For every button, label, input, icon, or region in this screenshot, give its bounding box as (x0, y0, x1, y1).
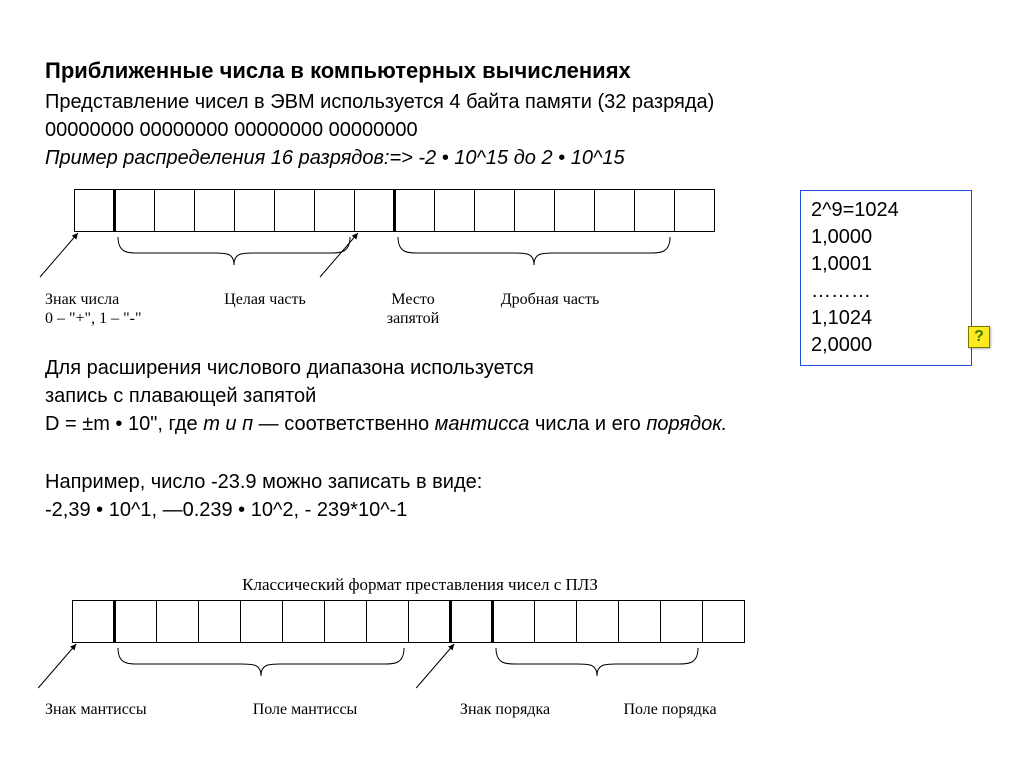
label-sign-number: Знак числа 0 – "+", 1 – "-" (45, 290, 205, 328)
label-point-l1: Место (391, 291, 434, 308)
bit-cell (555, 190, 595, 232)
label-mantissa-field: Поле мантиссы (220, 700, 390, 719)
sidebox-line: 1,1024 (811, 305, 961, 332)
sidebox-line: 1,0000 (811, 224, 961, 251)
label-exponent-field: Поле порядка (595, 700, 745, 719)
bit-cell (577, 601, 619, 643)
register-1 (74, 189, 715, 232)
label-point-l2: запятой (387, 310, 439, 327)
label-point-place: Место запятой (368, 290, 458, 328)
intro-line-3: Пример распределения 16 разрядов:=> -2 •… (45, 144, 625, 172)
bit-cell (493, 601, 535, 643)
bit-cell (395, 190, 435, 232)
bit-cell (451, 601, 493, 643)
bit-cell (409, 601, 451, 643)
label-integer-part: Целая часть (195, 290, 335, 309)
page-title: Приближенные числа в компьютерных вычисл… (45, 58, 631, 84)
bit-cell (155, 190, 195, 232)
bit-cell (635, 190, 675, 232)
bit-cell (283, 601, 325, 643)
bit-cell (275, 190, 315, 232)
bit-cell (325, 601, 367, 643)
intro-line-2: 00000000 00000000 00000000 00000000 (45, 116, 418, 144)
register-1-annotations (74, 231, 734, 291)
bit-cell (157, 601, 199, 643)
bit-cell (115, 190, 155, 232)
bit-cell (195, 190, 235, 232)
bit-cell (535, 601, 577, 643)
sidebox: 2^9=10241,00001,0001………1,10242,0000 (800, 190, 972, 366)
register-2-annotations (72, 642, 764, 702)
bit-cell (75, 190, 115, 232)
bit-cell (675, 190, 715, 232)
sidebox-line: 2^9=1024 (811, 197, 961, 224)
bit-cell (703, 601, 745, 643)
bit-cell (235, 190, 275, 232)
mid-line-1: Для расширения числового диапазона испол… (45, 354, 534, 382)
label-sign-number-l2: 0 – "+", 1 – "-" (45, 310, 141, 327)
bit-cell (475, 190, 515, 232)
example-line-1: Например, число -23.9 можно записать в в… (45, 468, 482, 496)
register-2-title: Классический формат преставления чисел с… (160, 575, 680, 595)
bit-cell (661, 601, 703, 643)
bit-cell (241, 601, 283, 643)
bit-cell (367, 601, 409, 643)
register-2 (72, 600, 745, 643)
bit-cell (595, 190, 635, 232)
sidebox-line: 2,0000 (811, 332, 961, 359)
bit-cell (619, 601, 661, 643)
example-line-2: -2,39 • 10^1, —0.239 • 10^2, - 239*10^-1 (45, 496, 407, 524)
sidebox-line: 1,0001 (811, 251, 961, 278)
label-mantissa-sign: Знак мантиссы (45, 700, 195, 719)
bit-cell (199, 601, 241, 643)
label-sign-number-l1: Знак числа (45, 291, 119, 308)
intro-line-1: Представление чисел в ЭВМ используется 4… (45, 88, 714, 116)
label-exponent-sign: Знак порядка (430, 700, 580, 719)
question-icon[interactable]: ? (968, 326, 990, 348)
bit-cell (73, 601, 115, 643)
bit-cell (515, 190, 555, 232)
label-fractional-part: Дробная часть (470, 290, 630, 309)
sidebox-line: ……… (811, 278, 961, 305)
bit-cell (315, 190, 355, 232)
bit-cell (115, 601, 157, 643)
mid-line-2: запись с плавающей запятой (45, 382, 316, 410)
bit-cell (355, 190, 395, 232)
bit-cell (435, 190, 475, 232)
mid-line-3: D = ±m • 10", где т и п — соответственно… (45, 413, 727, 435)
